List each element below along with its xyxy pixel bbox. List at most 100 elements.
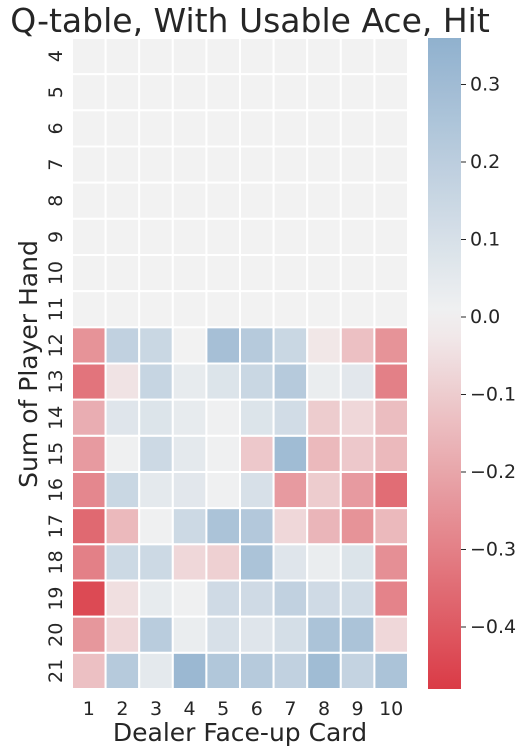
heatmap-cell (205, 290, 241, 329)
heatmap-cell (306, 579, 342, 618)
heatmap-cell (171, 615, 208, 654)
heatmap-cell (171, 543, 208, 582)
heatmap-cell (138, 651, 174, 690)
heatmap-cell (71, 434, 107, 474)
heatmap-cell (104, 145, 141, 184)
heatmap-cell (239, 471, 275, 510)
heatmap-cell (205, 145, 241, 184)
heatmap-cell (104, 651, 141, 690)
heatmap-cell (272, 254, 309, 293)
heatmap-cell (71, 362, 107, 401)
heatmap-cell (306, 398, 342, 437)
heatmap-cell (171, 362, 208, 401)
heatmap-cell (239, 37, 275, 76)
heatmap-cell (138, 471, 174, 510)
colorbar-tick-label: 0.3 (470, 74, 500, 96)
y-tick-label: 15 (45, 442, 67, 466)
heatmap-cell (71, 615, 107, 654)
heatmap-cell (138, 507, 174, 546)
heatmap-cell (339, 290, 376, 329)
heatmap-cell (373, 579, 409, 618)
heatmap-cell (272, 362, 309, 401)
y-tick-label: 5 (45, 86, 67, 98)
heatmap-cell (138, 326, 174, 365)
heatmap-cell (71, 73, 107, 112)
heatmap-cell (339, 651, 376, 690)
heatmap-cell (205, 543, 241, 582)
heatmap-cell (339, 109, 376, 148)
heatmap-cell (138, 543, 174, 582)
heatmap-cell (339, 73, 376, 112)
heatmap-cell (306, 181, 342, 220)
colorbar-tick-label: 0.1 (470, 229, 500, 251)
heatmap-cell (339, 217, 376, 256)
heatmap-cell (205, 651, 241, 690)
y-tick-label: 14 (45, 406, 67, 430)
heatmap-cell (205, 362, 241, 401)
x-tick-label: 5 (217, 698, 229, 720)
heatmap-cell (171, 398, 208, 437)
x-tick-label: 3 (150, 698, 162, 720)
heatmap-cell (205, 109, 241, 148)
heatmap-cell (373, 651, 409, 690)
heatmap-cell (171, 37, 208, 76)
heatmap-cell (239, 254, 275, 293)
y-tick-label: 4 (45, 50, 67, 62)
x-tick-label: 4 (184, 698, 196, 720)
x-axis-label: Dealer Face-up Card (113, 718, 367, 747)
heatmap-cell (171, 651, 208, 690)
y-tick-label: 16 (45, 478, 67, 502)
heatmap-cell (205, 181, 241, 220)
heatmap-cell (138, 362, 174, 401)
heatmap-cell (171, 579, 208, 618)
heatmap-cell (339, 398, 376, 437)
heatmap-cell (205, 507, 241, 546)
colorbar-tick-label: 0.0 (470, 306, 500, 328)
x-tick-labels: 1 2 3 4 5 6 7 8 9 10 (83, 698, 404, 720)
x-tick-label: 8 (318, 698, 330, 720)
heatmap-cell (205, 73, 241, 112)
heatmap-cell (71, 543, 107, 582)
heatmap-cell (306, 145, 342, 184)
x-tick-label: 10 (379, 698, 403, 720)
heatmap-cell (205, 254, 241, 293)
heatmap-cell (71, 507, 107, 546)
heatmap-cell (339, 181, 376, 220)
heatmap-cell (205, 579, 241, 618)
heatmap-cell (171, 434, 208, 474)
heatmap-cell (138, 615, 174, 654)
y-tick-label: 19 (45, 586, 67, 610)
heatmap-cell (306, 254, 342, 293)
heatmap-cell (306, 290, 342, 329)
heatmap-cell (306, 651, 342, 690)
heatmap-cell (373, 217, 409, 256)
heatmap-cell (239, 109, 275, 148)
heatmap-cell (306, 543, 342, 582)
heatmap-cell (339, 543, 376, 582)
colorbar-tick-label: −0.2 (470, 461, 516, 483)
heatmap-cell (239, 217, 275, 256)
heatmap-cell (373, 290, 409, 329)
heatmap-cell (71, 398, 107, 437)
heatmap-cell (239, 615, 275, 654)
heatmap-cell (104, 290, 141, 329)
heatmap-cell (138, 434, 174, 474)
heatmap-cell (104, 217, 141, 256)
heatmap-cell (339, 326, 376, 365)
heatmap-cell (171, 73, 208, 112)
heatmap-cell (373, 543, 409, 582)
heatmap-cell (171, 290, 208, 329)
heatmap-cell (373, 37, 409, 76)
heatmap-cell (339, 471, 376, 510)
y-tick-label: 10 (45, 261, 67, 285)
heatmap-cell (272, 37, 309, 76)
y-tick-label: 6 (45, 122, 67, 134)
heatmap-cell (239, 145, 275, 184)
heatmap-cell (373, 73, 409, 112)
heatmap-cell (306, 362, 342, 401)
heatmap-cell (272, 579, 309, 618)
y-tick-label: 11 (45, 297, 67, 321)
heatmap-cell (71, 217, 107, 256)
